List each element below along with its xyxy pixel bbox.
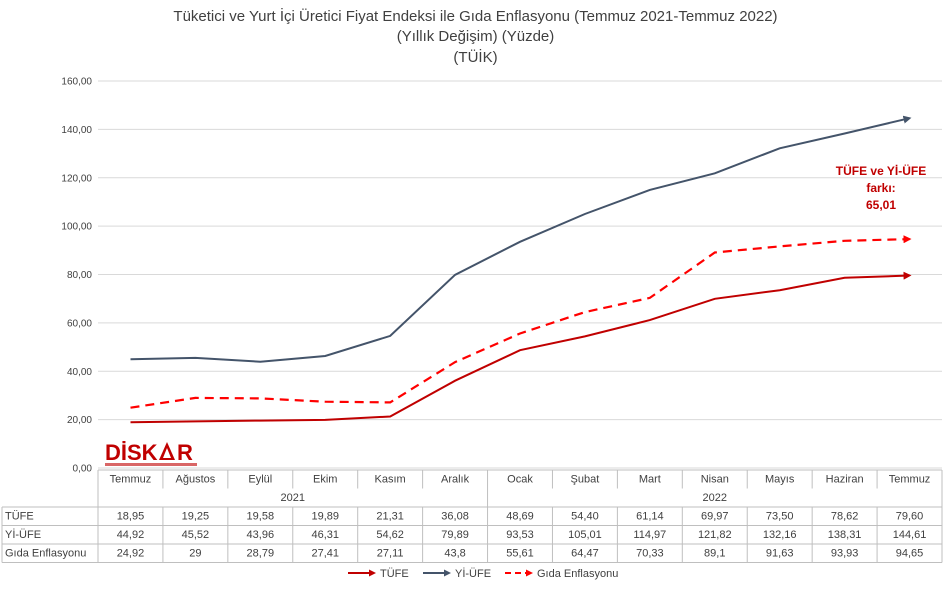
data-label: 29: [189, 548, 201, 560]
x-tick-label: Ekim: [313, 474, 337, 486]
annotation-line-1: TÜFE ve Yİ-ÜFE: [835, 164, 927, 178]
y-tick-label: 80,00: [67, 270, 92, 281]
x-tick-label: Temmuz: [110, 474, 152, 486]
chart-title-line-2: (Yıllık Değişim) (Yüzde): [396, 28, 555, 45]
x-tick-label: Haziran: [826, 474, 864, 486]
series-line: [130, 115, 912, 363]
legend-label: Gıda Enflasyonu: [537, 568, 618, 580]
data-label: 54,40: [571, 511, 599, 523]
data-label: 91,63: [766, 548, 794, 560]
data-label: 36,08: [441, 511, 469, 523]
legend-label: TÜFE: [380, 568, 409, 580]
data-label: 64,47: [571, 548, 599, 560]
data-label: 70,33: [636, 548, 664, 560]
data-label: 73,50: [766, 511, 794, 523]
data-label: 43,8: [444, 548, 465, 560]
data-label: 89,1: [704, 548, 725, 560]
y-tick-label: 140,00: [61, 125, 92, 136]
data-label: 105,01: [568, 529, 602, 541]
data-label: 27,41: [311, 548, 339, 560]
data-label: 93,93: [831, 548, 859, 560]
data-label: 94,65: [896, 548, 924, 560]
data-label: 69,97: [701, 511, 729, 523]
data-label: 79,60: [896, 511, 924, 523]
data-label: 24,92: [117, 548, 145, 560]
difference-annotation: TÜFE ve Yİ-ÜFE farkı: 65,01: [826, 163, 936, 214]
x-tick-label: Nisan: [701, 474, 729, 486]
data-label: 121,82: [698, 529, 732, 541]
data-label: 19,89: [311, 511, 339, 523]
y-tick-label: 40,00: [67, 367, 92, 378]
data-label: 44,92: [117, 529, 145, 541]
x-tick-label: Ağustos: [176, 474, 216, 486]
chart-title-line-3: (TÜİK): [453, 49, 498, 66]
data-label: 48,69: [506, 511, 534, 523]
x-tick-label: Aralık: [441, 474, 470, 486]
x-tick-label: Mart: [639, 474, 661, 486]
x-tick-label: Mayıs: [765, 474, 795, 486]
series-line: [130, 271, 912, 424]
table-row-label: Gıda Enflasyonu: [5, 548, 86, 560]
data-label: 19,25: [182, 511, 210, 523]
data-label: 144,61: [893, 529, 927, 541]
y-tick-label: 160,00: [61, 77, 92, 88]
data-label: 79,89: [441, 529, 469, 541]
data-label: 21,31: [376, 511, 404, 523]
chart-title-line-1: Tüketici ve Yurt İçi Üretici Fiyat Endek…: [173, 8, 778, 25]
data-label: 114,97: [633, 529, 666, 541]
x-tick-label: Ocak: [507, 474, 533, 486]
data-label: 55,61: [506, 548, 534, 560]
annotation-line-2: farkı:: [866, 181, 896, 195]
diskar-logo: DİSK R: [105, 438, 201, 473]
x-tick-label: Kasım: [375, 474, 406, 486]
y-tick-label: 100,00: [61, 222, 92, 233]
data-label: 54,62: [376, 529, 404, 541]
data-label: 27,11: [377, 548, 404, 560]
x-tick-label: Temmuz: [889, 474, 931, 486]
legend-label: Yİ-ÜFE: [455, 567, 491, 580]
data-label: 78,62: [831, 511, 859, 523]
year-label: 2021: [281, 492, 305, 504]
svg-text:DİSK: DİSK: [105, 440, 158, 465]
series-line: [130, 235, 912, 409]
data-label: 28,79: [247, 548, 275, 560]
data-label: 19,58: [247, 511, 275, 523]
data-label: 43,96: [247, 529, 275, 541]
annotation-value: 65,01: [865, 198, 897, 212]
data-label: 61,14: [636, 511, 664, 523]
y-tick-label: 120,00: [61, 173, 92, 184]
svg-text:R: R: [177, 440, 193, 465]
table-row-label: TÜFE: [5, 511, 34, 523]
data-label: 46,31: [311, 529, 339, 541]
data-label: 45,52: [182, 529, 210, 541]
data-label: 18,95: [117, 511, 145, 523]
y-tick-label: 0,00: [73, 464, 93, 475]
year-label: 2022: [703, 492, 727, 504]
table-row-label: Yİ-ÜFE: [5, 528, 41, 541]
y-tick-label: 20,00: [67, 415, 92, 426]
data-label: 132,16: [763, 529, 797, 541]
data-label: 138,31: [828, 529, 862, 541]
data-label: 93,53: [506, 529, 534, 541]
x-tick-label: Şubat: [571, 474, 600, 486]
x-tick-label: Eylül: [248, 474, 272, 486]
y-tick-label: 60,00: [67, 318, 92, 329]
